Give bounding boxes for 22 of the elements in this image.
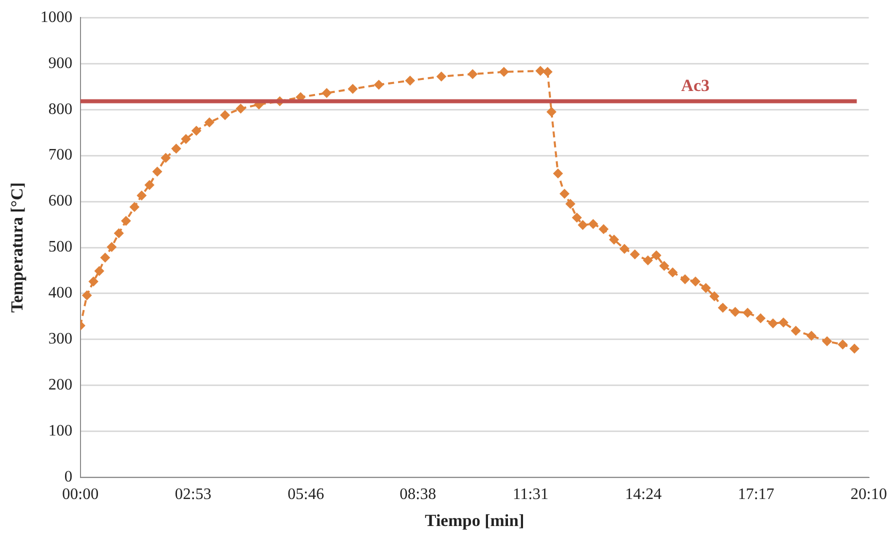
y-tick-label: 800 (48, 100, 72, 118)
y-tick-label: 300 (48, 330, 72, 348)
x-tick-label: 14:24 (625, 486, 662, 504)
x-tick-label: 02:53 (174, 486, 212, 504)
y-tick-label: 1000 (40, 8, 72, 26)
x-tick-label: 00:00 (62, 486, 99, 504)
x-tick-label: 11:31 (512, 486, 549, 504)
x-tick-label: 08:38 (400, 486, 436, 504)
y-tick-label: 100 (48, 422, 72, 440)
x-tick-label: 17:17 (738, 486, 774, 504)
x-tick-label: 20:10 (850, 486, 888, 504)
y-axis-title: Temperatura [°C] (8, 182, 27, 313)
y-tick-label: 600 (48, 192, 72, 210)
y-tick-label: 700 (48, 146, 72, 164)
y-tick-label: 400 (48, 284, 72, 302)
x-axis-title: Tiempo [min] (424, 511, 524, 530)
y-tick-label: 500 (48, 238, 72, 256)
y-tick-label: 900 (48, 54, 72, 72)
y-tick-label: 200 (48, 376, 72, 394)
x-tick-label: 05:46 (288, 486, 324, 504)
y-tick-label: 0 (64, 468, 72, 486)
ref-line-label: Ac3 (681, 76, 710, 96)
